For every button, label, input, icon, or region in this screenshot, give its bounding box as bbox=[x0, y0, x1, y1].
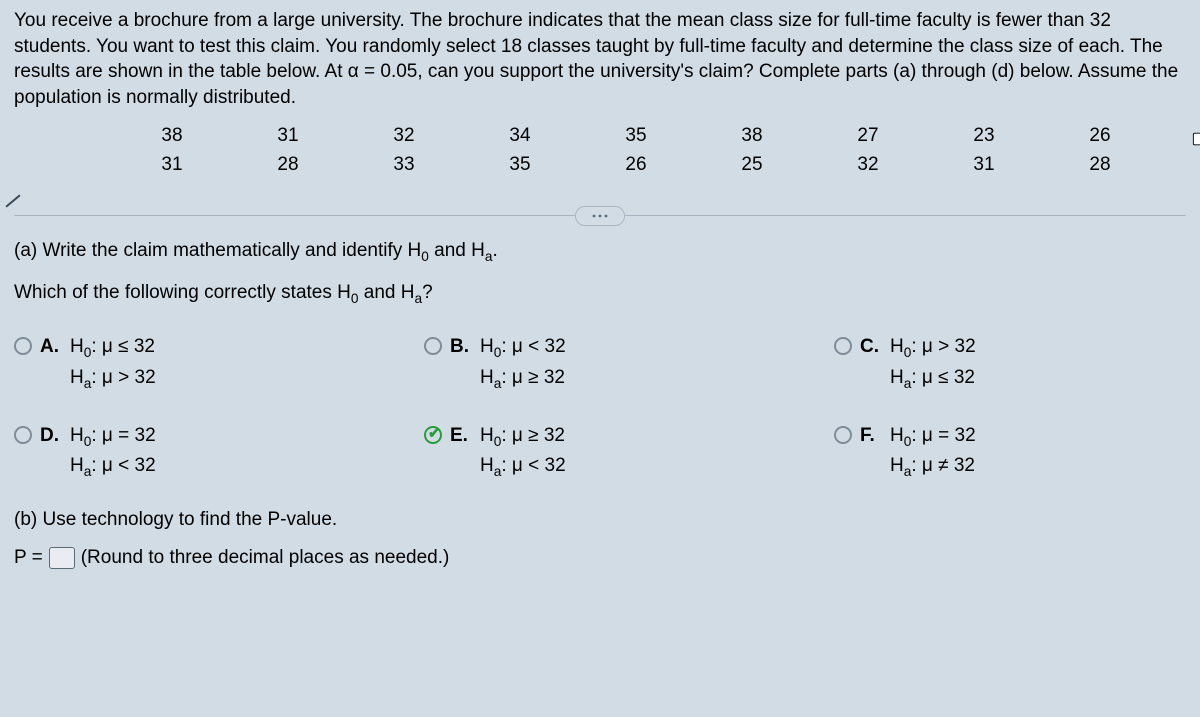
data-cell: 35 bbox=[462, 150, 578, 180]
option-d[interactable]: D. H0: μ = 32Ha: μ < 32 bbox=[14, 423, 424, 482]
option-c[interactable]: C. H0: μ > 32 Ha: μ ≤ 32 bbox=[834, 334, 1154, 393]
data-cell: 38 bbox=[114, 121, 230, 151]
data-cell: 26 bbox=[1042, 121, 1158, 151]
part-b-prompt: (b) Use technology to find the P-value. bbox=[14, 507, 1186, 533]
h0-text: H0: μ ≤ 32 bbox=[70, 334, 156, 362]
ha-text: Ha: μ ≠ 32 bbox=[890, 453, 976, 481]
data-cell: 35 bbox=[578, 121, 694, 151]
radio-b[interactable] bbox=[424, 337, 442, 355]
dots-icon bbox=[590, 212, 610, 220]
section-divider bbox=[14, 194, 1186, 238]
h0-text: H0: μ ≥ 32 bbox=[480, 423, 566, 451]
data-cell: 33 bbox=[346, 150, 462, 180]
data-cell: 28 bbox=[1042, 150, 1158, 180]
h0-text: H0: μ = 32 bbox=[890, 423, 976, 451]
option-e[interactable]: E. H0: μ ≥ 32Ha: μ < 32 bbox=[424, 423, 834, 482]
option-letter: C. bbox=[860, 334, 882, 393]
part-a-prompt: (a) Write the claim mathematically and i… bbox=[14, 238, 1186, 266]
p-suffix: (Round to three decimal places as needed… bbox=[81, 545, 450, 571]
data-cell: 23 bbox=[926, 121, 1042, 151]
h0-text: H0: μ > 32 bbox=[890, 334, 976, 362]
radio-d[interactable] bbox=[14, 426, 32, 444]
data-cell: 31 bbox=[230, 121, 346, 151]
radio-c[interactable] bbox=[834, 337, 852, 355]
radio-f[interactable] bbox=[834, 426, 852, 444]
data-cell: 34 bbox=[462, 121, 578, 151]
part-a-subquestion: Which of the following correctly states … bbox=[14, 280, 1186, 308]
h0-text: H0: μ < 32 bbox=[480, 334, 566, 362]
option-a[interactable]: A. H0: μ ≤ 32 Ha: μ > 32 bbox=[14, 334, 424, 393]
radio-a[interactable] bbox=[14, 337, 32, 355]
data-cell: 27 bbox=[810, 121, 926, 151]
data-cell: 31 bbox=[114, 150, 230, 180]
data-cell: 28 bbox=[230, 150, 346, 180]
option-letter: E. bbox=[450, 423, 472, 482]
data-cell: 32 bbox=[346, 121, 462, 151]
h0-text: H0: μ = 32 bbox=[70, 423, 156, 451]
option-b[interactable]: B. H0: μ < 32 Ha: μ ≥ 32 bbox=[424, 334, 834, 393]
options-grid: A. H0: μ ≤ 32 Ha: μ > 32 B. H0: μ < 32 Ha: μ … bbox=[14, 334, 1186, 481]
data-cell: 26 bbox=[578, 150, 694, 180]
p-value-input[interactable] bbox=[49, 547, 75, 569]
data-table: 383132343538272326312833352625323128 bbox=[114, 121, 1186, 180]
chat-icon bbox=[1193, 133, 1200, 146]
ha-text: Ha: μ ≥ 32 bbox=[480, 365, 566, 393]
p-value-line: P = (Round to three decimal places as ne… bbox=[14, 545, 1186, 571]
ha-text: Ha: μ < 32 bbox=[480, 453, 566, 481]
data-cell: 25 bbox=[694, 150, 810, 180]
ha-text: Ha: μ > 32 bbox=[70, 365, 156, 393]
option-letter: F. bbox=[860, 423, 882, 482]
p-prefix: P = bbox=[14, 545, 43, 571]
data-cell: 32 bbox=[810, 150, 926, 180]
problem-statement: You receive a brochure from a large univ… bbox=[14, 8, 1186, 111]
option-letter: D. bbox=[40, 423, 62, 482]
expand-pill[interactable] bbox=[575, 206, 625, 226]
data-cell: 38 bbox=[694, 121, 810, 151]
option-letter: B. bbox=[450, 334, 472, 393]
option-letter: A. bbox=[40, 334, 62, 393]
radio-e[interactable] bbox=[424, 426, 442, 444]
ha-text: Ha: μ ≤ 32 bbox=[890, 365, 976, 393]
data-cell: 31 bbox=[926, 150, 1042, 180]
ha-text: Ha: μ < 32 bbox=[70, 453, 156, 481]
option-f[interactable]: F. H0: μ = 32Ha: μ ≠ 32 bbox=[834, 423, 1154, 482]
